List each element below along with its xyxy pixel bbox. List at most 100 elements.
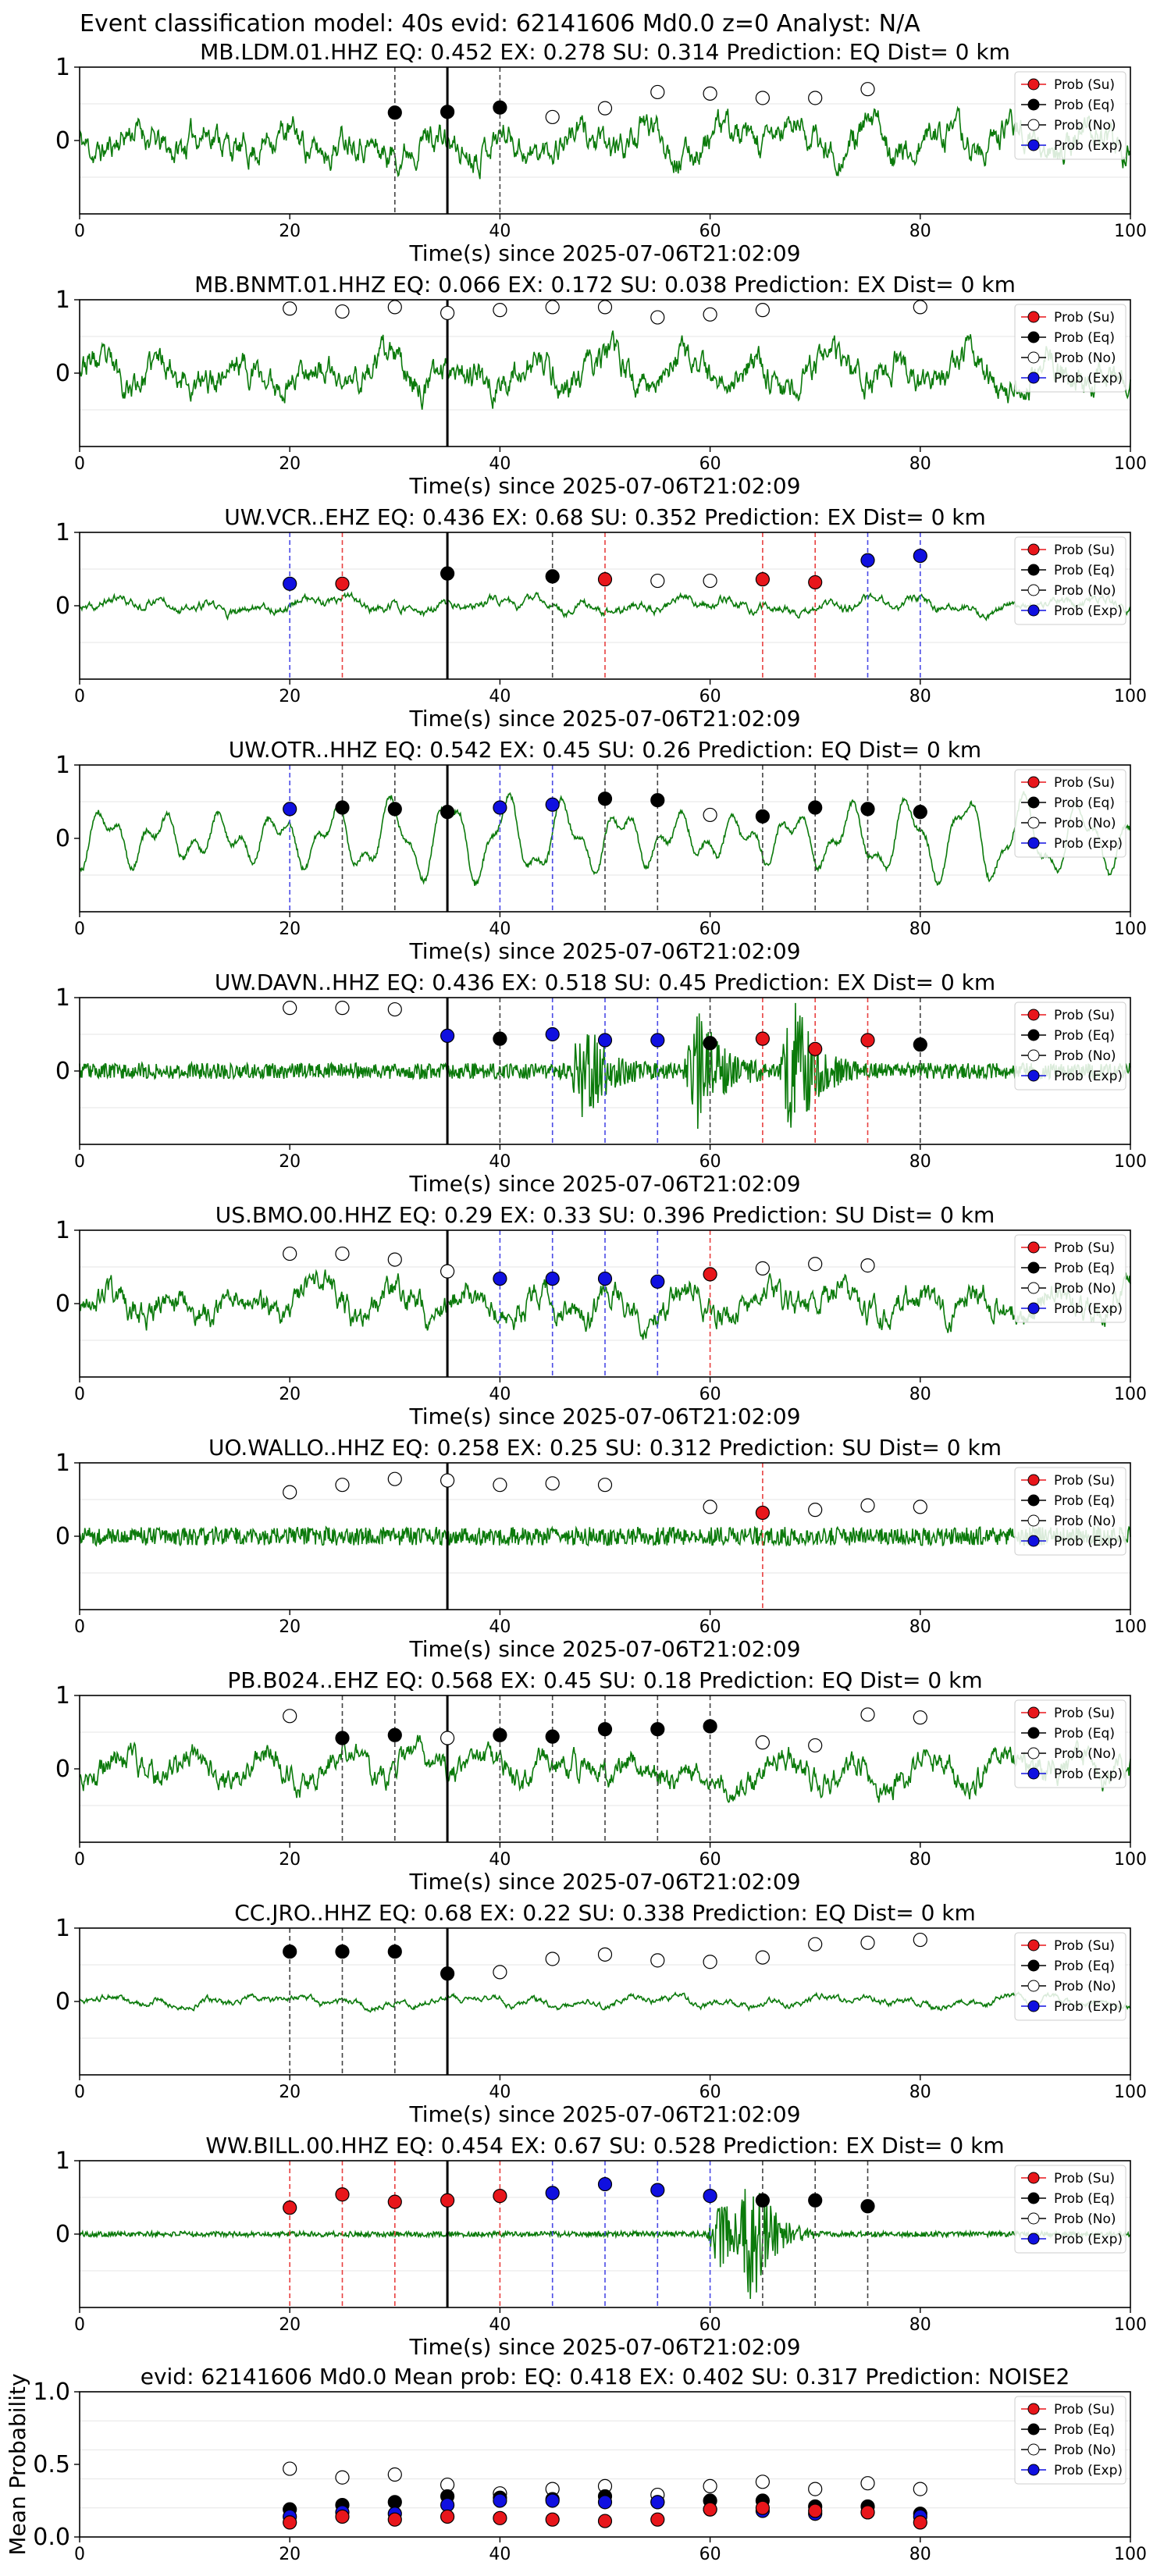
probability-marker-exp (283, 802, 297, 817)
legend-label: Prob (No) (1054, 2211, 1116, 2227)
probability-marker-no (755, 303, 771, 318)
mean-probability-marker-exp (545, 2493, 560, 2508)
legend-marker-no (1027, 119, 1040, 131)
mean-probability-marker-su (545, 2512, 560, 2527)
mean-probability-marker-exp (650, 2495, 665, 2510)
mean-probability-marker-su (808, 2503, 823, 2518)
x-tick-label: 40 (489, 2083, 511, 2102)
x-tick-label: 60 (699, 1385, 721, 1404)
x-tick-label: 100 (1114, 2083, 1147, 2102)
probability-marker-no (493, 303, 507, 318)
x-tick-label: 0 (74, 2315, 85, 2335)
x-tick-label: 0 (74, 1385, 85, 1404)
legend-marker-eq (1027, 2423, 1040, 2435)
probability-marker-no (703, 307, 717, 322)
x-tick-label: 20 (279, 222, 301, 241)
x-tick-label: 20 (279, 2315, 301, 2335)
y-tick-label: 1 (55, 1915, 70, 1942)
x-axis-label: Time(s) since 2025-07-06T21:02:09 (408, 473, 800, 499)
probability-marker-no (755, 1950, 771, 1965)
x-tick-label: 100 (1114, 222, 1147, 241)
probability-marker-eq (493, 1727, 507, 1742)
legend-label: Prob (Exp) (1054, 603, 1123, 619)
legend-label: Prob (Su) (1054, 1473, 1115, 1489)
probability-marker-exp (650, 2183, 665, 2197)
legend: Prob (Su) Prob (Eq) Prob (No) Prob (Exp) (1014, 1699, 1127, 1788)
mean-probability-marker-exp (493, 2493, 507, 2508)
legend-marker-eq (1027, 796, 1040, 809)
legend-box (1014, 1467, 1127, 1556)
x-tick-label: 80 (909, 1152, 931, 1172)
legend: Prob (Su) Prob (Eq) Prob (No) Prob (Exp) (1014, 536, 1127, 625)
legend-marker-su (1027, 1241, 1040, 1254)
probability-marker-no (387, 300, 402, 315)
x-tick-label: 20 (279, 1617, 301, 1637)
probability-marker-no (440, 1264, 455, 1279)
x-axis-label: Time(s) since 2025-07-06T21:02:09 (408, 1636, 800, 1662)
legend: Prob (Su) Prob (Eq) Prob (No) Prob (Exp) (1014, 769, 1127, 858)
legend-label: Prob (Eq) (1054, 563, 1115, 578)
y-tick-label: 1 (55, 54, 70, 81)
probability-marker-exp (650, 1033, 665, 1048)
legend-marker-su (1027, 1706, 1040, 1719)
probability-marker-eq (387, 105, 402, 120)
waveform-trace (79, 1735, 1131, 1803)
x-tick-label: 40 (489, 1850, 511, 1870)
legend-marker-no (1027, 1747, 1040, 1759)
x-tick-label: 80 (909, 1617, 931, 1637)
y-tick-label: 1 (55, 519, 70, 546)
legend: Prob (Su) Prob (Eq) Prob (No) Prob (Exp) (1014, 71, 1127, 160)
legend-marker-eq (1027, 1727, 1040, 1739)
x-tick-label: 60 (699, 687, 721, 706)
y-tick-label: 0 (55, 592, 70, 620)
legend-label: Prob (Exp) (1054, 1069, 1123, 1084)
legend-marker-exp (1027, 1535, 1040, 1547)
x-tick-label: 0 (74, 2545, 85, 2564)
legend-label: Prob (Exp) (1054, 138, 1123, 154)
legend-label: Prob (Eq) (1054, 795, 1115, 811)
probability-marker-eq (913, 1037, 927, 1052)
legend-marker-exp (1027, 2464, 1040, 2476)
x-tick-label: 40 (489, 222, 511, 241)
mean-probability-marker-no (808, 2482, 823, 2496)
probability-marker-eq (808, 2193, 823, 2208)
legend-label: Prob (No) (1054, 816, 1116, 831)
probability-marker-exp (597, 1033, 613, 1048)
legend: Prob (Su) Prob (Eq) Prob (No) Prob (Exp) (1014, 1932, 1127, 2021)
probability-marker-eq (493, 100, 507, 115)
y-tick-label: 0 (55, 1290, 70, 1318)
mean-probability-marker-no (335, 2470, 350, 2485)
x-tick-label: 60 (699, 1617, 721, 1637)
legend-label: Prob (Exp) (1054, 1534, 1123, 1550)
x-tick-label: 20 (279, 1385, 301, 1404)
probability-marker-exp (650, 1274, 665, 1289)
mean-probability-marker-su (597, 2514, 613, 2528)
mean-probability-marker-no (755, 2475, 771, 2489)
station-panel: UW.VCR..EHZ EQ: 0.436 EX: 0.68 SU: 0.352… (55, 504, 1147, 731)
station-panel: US.BMO.00.HHZ EQ: 0.29 EX: 0.33 SU: 0.39… (55, 1202, 1147, 1429)
y-tick-label: 0 (55, 1523, 70, 1550)
x-tick-label: 20 (279, 454, 301, 474)
legend-label: Prob (Eq) (1054, 1959, 1115, 1974)
panel-title: MB.LDM.01.HHZ EQ: 0.452 EX: 0.278 SU: 0.… (200, 39, 1010, 65)
panel-title: US.BMO.00.HHZ EQ: 0.29 EX: 0.33 SU: 0.39… (215, 1202, 995, 1228)
probability-marker-no (387, 1471, 402, 1486)
mean-probability-marker-su (913, 2515, 927, 2530)
legend-marker-exp (1027, 1302, 1040, 1315)
legend-label: Prob (No) (1054, 1048, 1116, 1064)
probability-marker-no (440, 305, 455, 321)
x-axis-label: Time(s) since 2025-07-06T21:02:09 (408, 1171, 800, 1197)
probability-marker-no (545, 109, 560, 125)
probability-marker-no (597, 1478, 613, 1493)
legend-marker-eq (1027, 1494, 1040, 1507)
legend-label: Prob (Eq) (1054, 1726, 1115, 1742)
x-tick-label: 0 (74, 687, 85, 706)
panel-title: MB.BNMT.01.HHZ EQ: 0.066 EX: 0.172 SU: 0… (194, 272, 1016, 297)
probability-marker-eq (913, 805, 927, 820)
legend-label: Prob (Eq) (1054, 1261, 1115, 1276)
x-tick-label: 20 (279, 2083, 301, 2102)
legend-marker-no (1027, 817, 1040, 829)
legend: Prob (Su) Prob (Eq) Prob (No) Prob (Exp) (1014, 1234, 1127, 1323)
station-panel: WW.BILL.00.HHZ EQ: 0.454 EX: 0.67 SU: 0.… (55, 2133, 1147, 2360)
x-tick-label: 60 (699, 1152, 721, 1172)
